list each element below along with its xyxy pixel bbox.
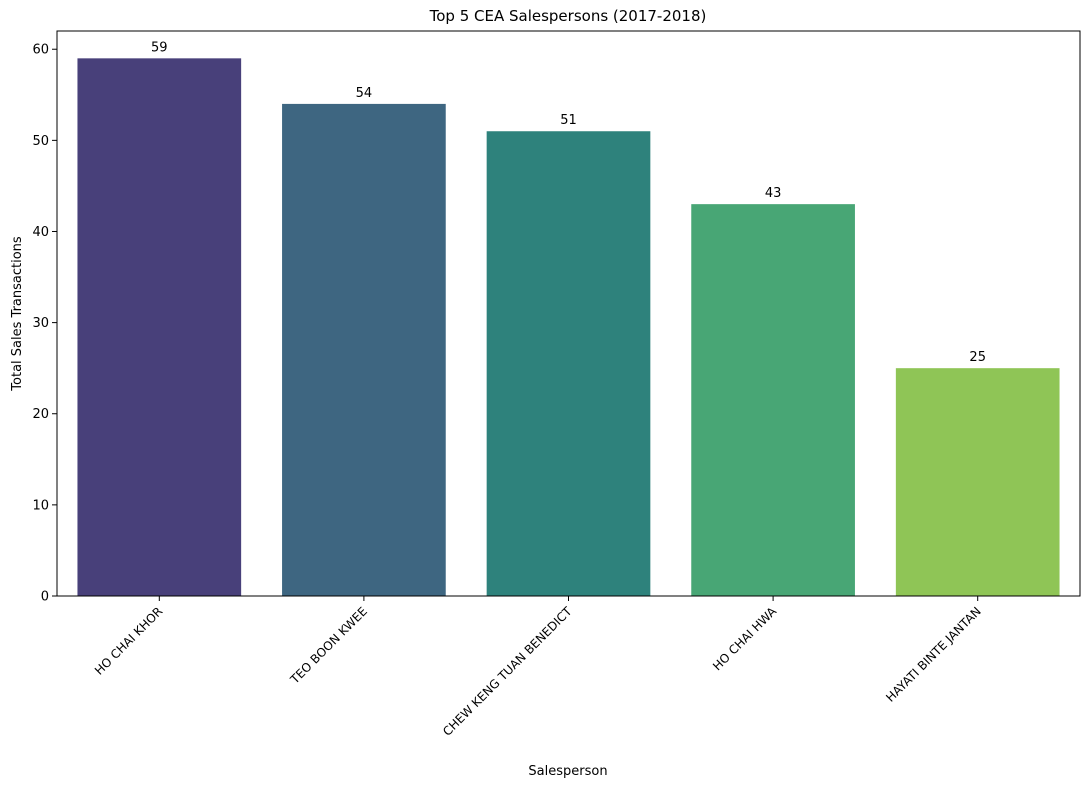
x-tick-label-2: CHEW KENG TUAN BENEDICT [440,604,575,739]
bar-value-label-2: 51 [560,113,577,128]
bars-layer: 59 54 51 43 25 [77,40,1060,597]
bar-value-label-1: 54 [356,86,373,101]
x-axis-label: Salesperson [528,764,607,779]
bar-value-label-0: 59 [151,40,168,55]
y-tick-label-5: 50 [32,134,49,149]
x-tick-label-1: TEO BOON KWEE [287,604,370,687]
bar-0 [77,58,242,596]
y-tick-label-4: 40 [32,225,49,240]
y-axis-label: Total Sales Transactions [10,236,25,392]
y-tick-label-3: 30 [32,316,49,331]
bar-value-label-4: 25 [969,350,986,365]
bar-value-label-3: 43 [765,186,782,201]
chart-title: Top 5 CEA Salespersons (2017-2018) [429,7,707,25]
y-tick-label-0: 0 [41,590,49,605]
bar-1 [282,103,446,597]
y-tick-label-6: 60 [32,43,49,58]
x-tick-label-3: HO CHAI HWA [710,604,780,674]
x-tick-label-0: HO CHAI KHOR [92,604,165,677]
y-tick-label-2: 20 [32,407,49,422]
bar-4 [895,368,1060,596]
y-tick-label-1: 10 [32,498,49,513]
plot-frame [56,30,1081,597]
bar-3 [691,204,855,596]
bar-2 [486,131,651,597]
x-tick-label-4: HAYATI BINTE JANTAN [883,604,984,705]
